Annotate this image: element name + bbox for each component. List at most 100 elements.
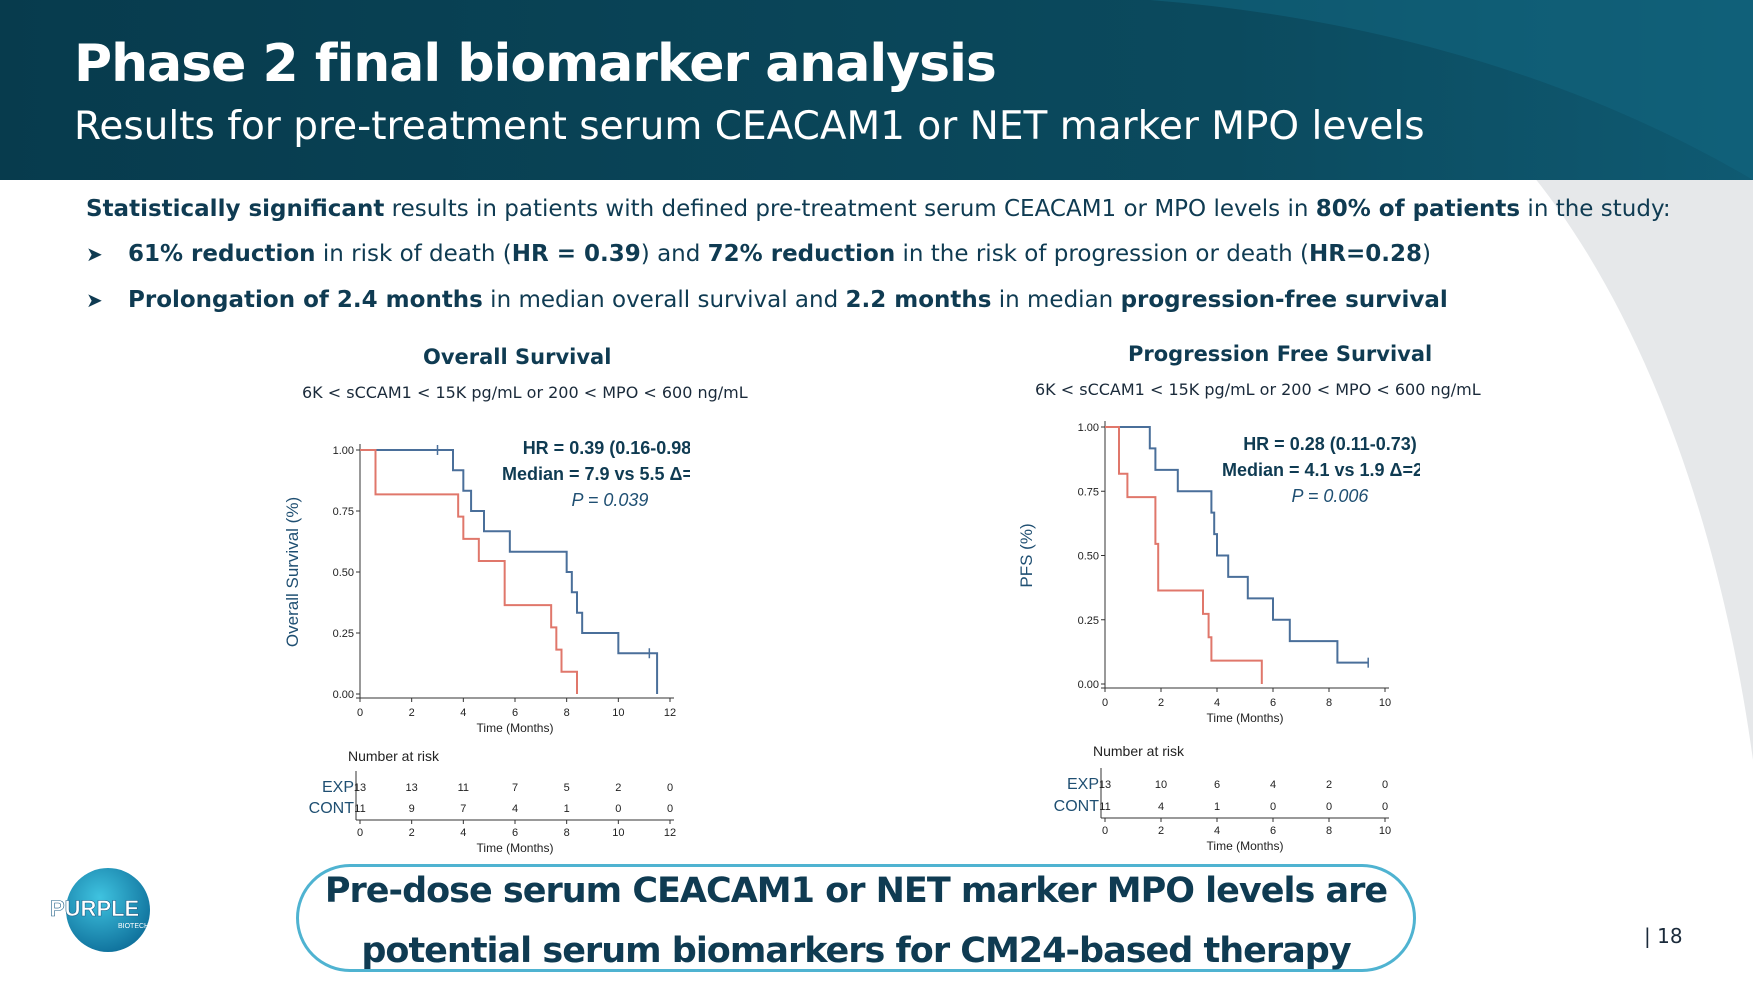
x-tick-label: 2 (1158, 697, 1164, 709)
header-banner: Phase 2 final biomarker analysis Results… (0, 0, 1753, 180)
x-tick-label: 10 (1379, 697, 1391, 709)
bullet-item: ➤ Prolongation of 2.4 months in median ov… (86, 287, 1448, 313)
intro-text: Statistically significant results in pat… (86, 196, 1671, 222)
risk-value: 0 (1382, 779, 1388, 791)
risk-x-tick-label: 8 (564, 827, 570, 839)
hr-annotation: HR = 0.28 (0.11-0.73) (1243, 434, 1417, 454)
risk-value: 7 (512, 782, 518, 794)
risk-value: 0 (667, 782, 673, 794)
risk-value: 13 (354, 782, 366, 794)
y-axis-label: PFS (%) (1017, 523, 1036, 587)
x-tick-label: 0 (1102, 697, 1108, 709)
risk-x-tick-label: 4 (460, 827, 466, 839)
x-tick-label: 6 (1270, 697, 1276, 709)
risk-value: 13 (406, 782, 418, 794)
p-value-annotation: P = 0.006 (1292, 486, 1370, 506)
risk-x-tick-label: 6 (1270, 825, 1276, 837)
risk-value: 4 (1270, 779, 1276, 791)
risk-row-label: EXP (322, 779, 354, 796)
risk-x-tick-label: 10 (1379, 825, 1391, 837)
y-tick-label: 0.00 (1078, 679, 1099, 691)
y-tick-label: 0.50 (333, 567, 354, 579)
y-tick-label: 0.75 (1078, 486, 1099, 498)
x-axis-label: Time (Months) (477, 721, 554, 735)
risk-value: 2 (1326, 779, 1332, 791)
x-tick-label: 12 (664, 707, 676, 719)
risk-value: 4 (1158, 801, 1164, 813)
risk-value: 2 (615, 782, 621, 794)
arrow-bullet-icon: ➤ (86, 288, 103, 312)
risk-value: 0 (1270, 801, 1276, 813)
risk-x-tick-label: 2 (1158, 825, 1164, 837)
risk-value: 7 (460, 803, 466, 815)
risk-value: 13 (1099, 779, 1111, 791)
risk-x-tick-label: 4 (1214, 825, 1220, 837)
page-subtitle: Results for pre-treatment serum CEACAM1 … (74, 104, 1425, 149)
x-tick-label: 10 (612, 707, 624, 719)
risk-table-title: Number at risk (1093, 743, 1185, 759)
x-tick-label: 4 (1214, 697, 1220, 709)
bullet-item: ➤ 61% reduction in risk of death (HR = 0.… (86, 241, 1431, 267)
risk-value: 11 (458, 782, 469, 794)
pfs-chart-subtitle: 6K < sCCAM1 < 15K pg/mL or 200 < MPO < 6… (1035, 380, 1481, 399)
km-curve-cont (1105, 426, 1263, 684)
risk-row-label: EXP (1067, 776, 1099, 793)
risk-value: 0 (1382, 801, 1388, 813)
median-annotation: Median = 4.1 vs 1.9 Δ=2.2 (1222, 460, 1420, 480)
km-curve-exp (1105, 426, 1369, 664)
purple-biotech-logo: PURPLE BIOTECH (50, 868, 150, 952)
y-tick-label: 0.25 (1078, 615, 1099, 627)
svg-text:PURPLE: PURPLE (50, 896, 139, 921)
conclusion-line-1: Pre-dose serum CEACAM1 or NET marker MPO… (324, 871, 1388, 911)
risk-row-label: CONT (309, 800, 355, 817)
hr-annotation: HR = 0.39 (0.16-0.98) (523, 438, 690, 458)
risk-x-axis-label: Time (Months) (477, 841, 554, 855)
x-axis-label: Time (Months) (1207, 711, 1284, 725)
risk-x-tick-label: 10 (612, 827, 624, 839)
risk-value: 11 (1099, 801, 1110, 813)
conclusion-callout: Pre-dose serum CEACAM1 or NET marker MPO… (296, 864, 1416, 972)
page-title: Phase 2 final biomarker analysis (74, 34, 997, 94)
os-chart-subtitle: 6K < sCCAM1 < 15K pg/mL or 200 < MPO < 6… (302, 383, 748, 402)
page-number: | 18 (1644, 924, 1683, 948)
risk-table-title: Number at risk (348, 748, 440, 764)
risk-value: 1 (1214, 801, 1220, 813)
y-tick-label: 1.00 (1078, 422, 1099, 434)
risk-x-tick-label: 12 (664, 827, 676, 839)
x-tick-label: 8 (564, 707, 570, 719)
y-tick-label: 0.00 (333, 689, 354, 701)
x-tick-label: 2 (409, 707, 415, 719)
risk-row-label: CONT (1054, 798, 1100, 815)
svg-text:BIOTECH: BIOTECH (118, 923, 149, 930)
arrow-bullet-icon: ➤ (86, 242, 103, 266)
risk-value: 11 (354, 803, 365, 815)
risk-value: 0 (1326, 801, 1332, 813)
risk-value: 0 (615, 803, 621, 815)
x-tick-label: 0 (357, 707, 363, 719)
risk-x-axis-label: Time (Months) (1207, 839, 1284, 853)
risk-value: 6 (1214, 779, 1220, 791)
y-axis-label: Overall Survival (%) (283, 497, 302, 647)
risk-x-tick-label: 2 (409, 827, 415, 839)
risk-value: 5 (564, 782, 570, 794)
risk-x-tick-label: 0 (1102, 825, 1108, 837)
y-tick-label: 0.50 (1078, 551, 1099, 563)
x-tick-label: 6 (512, 707, 518, 719)
km-curve-exp (360, 449, 659, 694)
risk-x-tick-label: 6 (512, 827, 518, 839)
risk-x-tick-label: 0 (357, 827, 363, 839)
median-annotation: Median = 7.9 vs 5.5 Δ=2.4 (502, 464, 690, 484)
risk-x-tick-label: 8 (1326, 825, 1332, 837)
p-value-annotation: P = 0.039 (572, 490, 649, 510)
risk-value: 0 (667, 803, 673, 815)
risk-value: 1 (564, 803, 570, 815)
y-tick-label: 1.00 (333, 445, 354, 457)
risk-value: 10 (1155, 779, 1167, 791)
x-tick-label: 4 (460, 707, 466, 719)
risk-value: 9 (409, 803, 415, 815)
y-tick-label: 0.75 (333, 506, 354, 518)
pfs-chart-title: Progression Free Survival (1128, 342, 1433, 366)
